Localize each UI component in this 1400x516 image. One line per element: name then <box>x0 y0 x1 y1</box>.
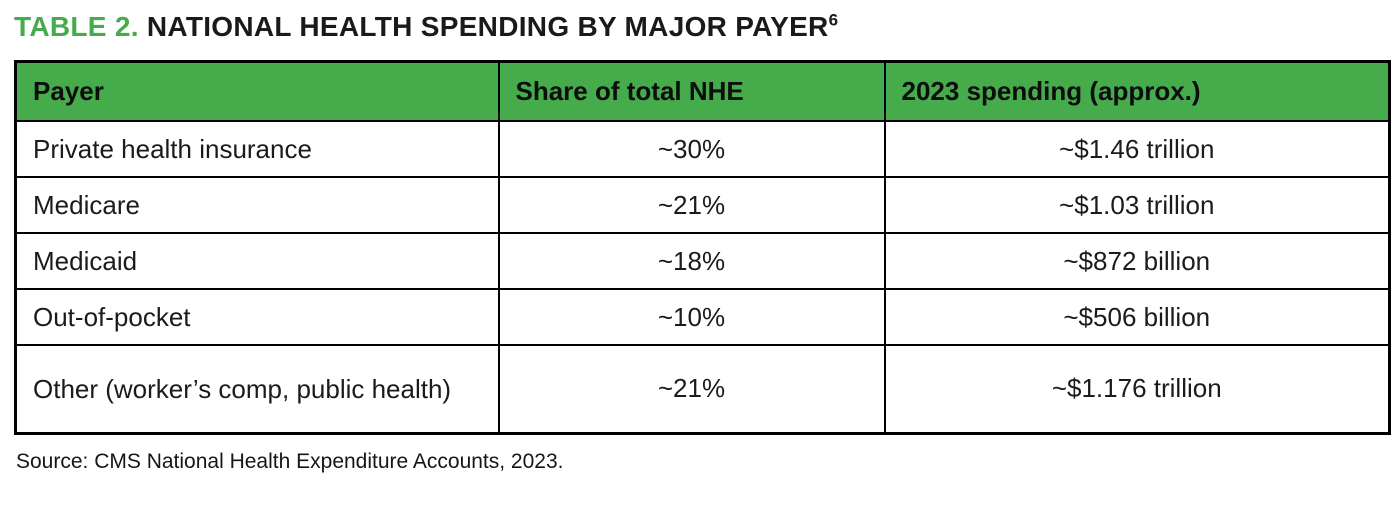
spending-cell: ~$872 billion <box>883 232 1391 291</box>
share-cell: ~30% <box>497 120 886 179</box>
payer-cell: Medicare <box>14 176 500 235</box>
table-title: TABLE 2. NATIONAL HEALTH SPENDING BY MAJ… <box>14 10 1388 44</box>
column-header-share: Share of total NHE <box>497 60 886 123</box>
spending-cell: ~$1.176 trillion <box>883 344 1391 435</box>
share-cell: ~21% <box>497 344 886 435</box>
source-note: Source: CMS National Health Expenditure … <box>16 449 564 473</box>
payer-cell: Out-of-pocket <box>14 288 500 347</box>
spending-cell: ~$1.46 trillion <box>883 120 1391 179</box>
share-cell: ~10% <box>497 288 886 347</box>
table-title-footnote-marker: 6 <box>828 10 839 30</box>
table-row: Out-of-pocket ~10% ~$506 billion <box>14 288 1391 347</box>
table-title-label: TABLE 2. <box>14 11 139 42</box>
spending-cell: ~$1.03 trillion <box>883 176 1391 235</box>
page: TABLE 2. NATIONAL HEALTH SPENDING BY MAJ… <box>14 10 1391 473</box>
table-row: Medicaid ~18% ~$872 billion <box>14 232 1391 291</box>
table-row: Other (worker’s comp, public health) ~21… <box>14 344 1391 435</box>
table-title-text: NATIONAL HEALTH SPENDING BY MAJOR PAYER <box>138 11 829 42</box>
spending-cell: ~$506 billion <box>883 288 1391 347</box>
health-spending-table: Payer Share of total NHE 2023 spending (… <box>14 59 1391 435</box>
payer-cell: Other (worker’s comp, public health) <box>14 344 500 435</box>
payer-cell: Medicaid <box>14 232 500 291</box>
table-header-row: Payer Share of total NHE 2023 spending (… <box>14 60 1391 123</box>
share-cell: ~18% <box>497 232 886 291</box>
share-cell: ~21% <box>497 176 886 235</box>
payer-cell: Private health insurance <box>14 120 500 179</box>
table-row: Medicare ~21% ~$1.03 trillion <box>14 176 1391 235</box>
column-header-payer: Payer <box>14 60 500 123</box>
column-header-spending: 2023 spending (approx.) <box>883 60 1391 123</box>
table-row: Private health insurance ~30% ~$1.46 tri… <box>14 120 1391 179</box>
